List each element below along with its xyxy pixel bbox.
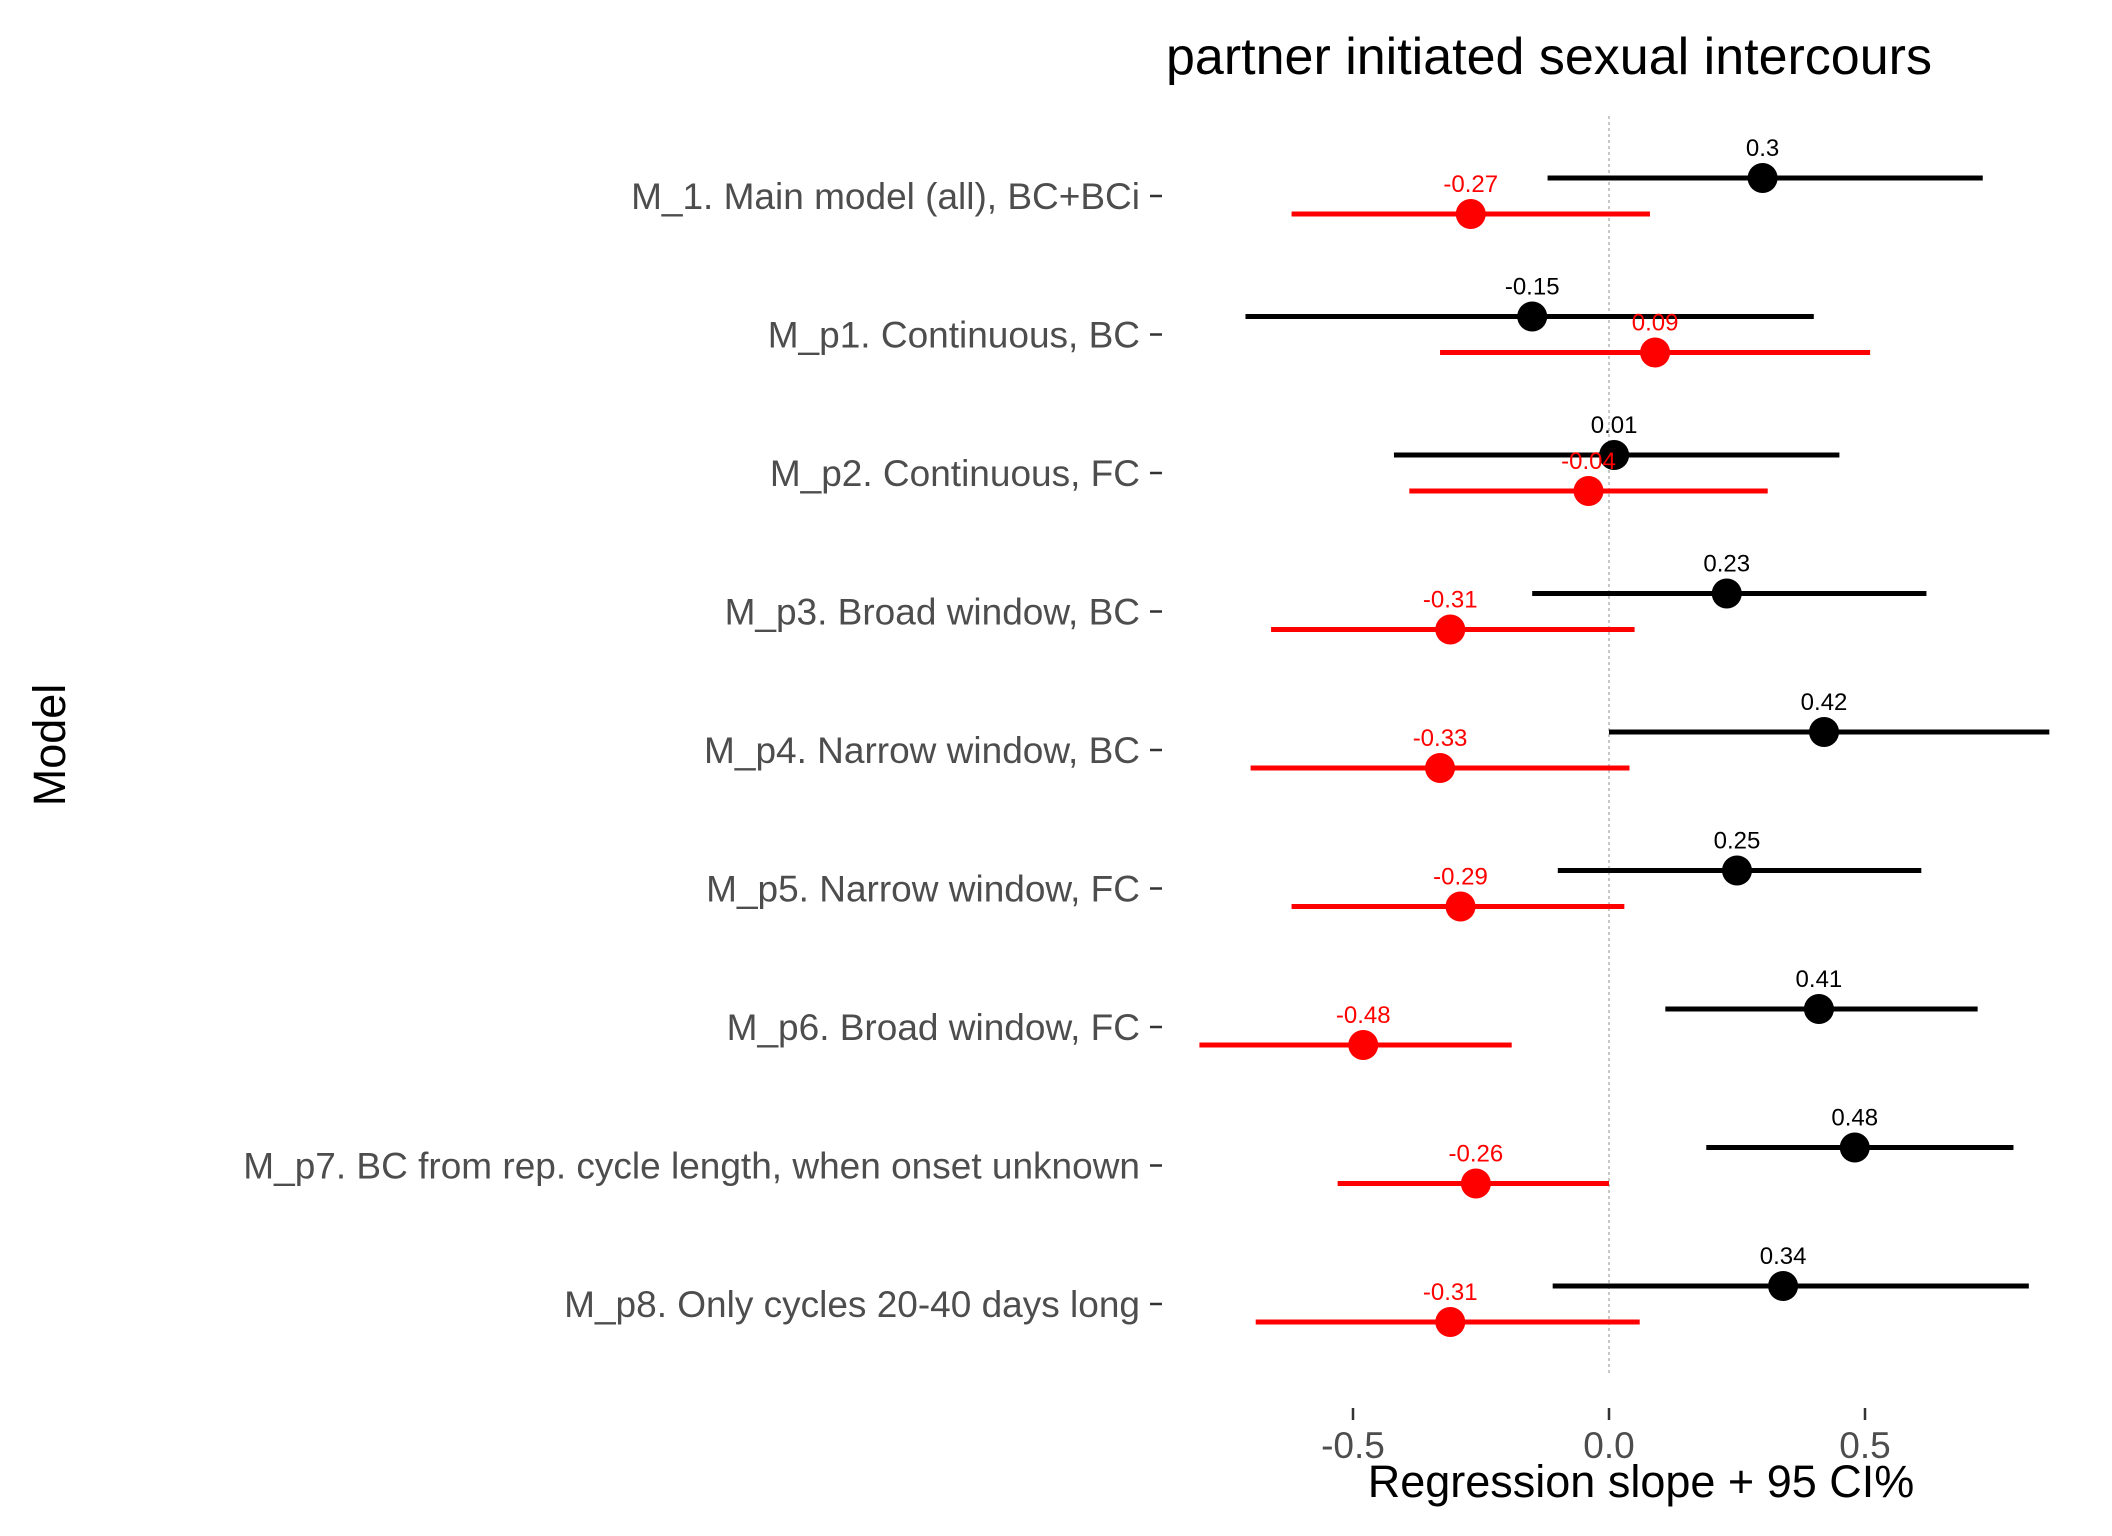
y-tick-label: M_p1. Continuous, BC — [768, 315, 1140, 356]
data-label: -0.31 — [1423, 1279, 1478, 1306]
data-label: -0.29 — [1433, 864, 1488, 891]
estimate-point — [1445, 891, 1476, 922]
data-label: -0.27 — [1443, 171, 1498, 198]
data-label: -0.48 — [1336, 1002, 1391, 1029]
data-label: -0.33 — [1413, 725, 1468, 752]
estimate-point — [1455, 199, 1486, 229]
estimate-point — [1435, 1307, 1466, 1337]
y-tick-label: M_p6. Broad window, FC — [727, 1007, 1140, 1048]
estimate-point — [1803, 994, 1834, 1024]
estimate-point — [1809, 717, 1840, 747]
y-tick-label: M_p8. Only cycles 20-40 days long — [564, 1284, 1140, 1325]
data-label: -0.15 — [1505, 274, 1560, 301]
estimate-point — [1573, 476, 1604, 506]
data-label: -0.26 — [1449, 1141, 1504, 1168]
x-tick-label: 0.5 — [1839, 1425, 1890, 1466]
y-tick-label: M_1. Main model (all), BC+BCi — [631, 176, 1140, 217]
estimate-point — [1435, 614, 1466, 645]
y-tick-label: M_p5. Narrow window, FC — [706, 869, 1140, 910]
y-tick-label: M_p4. Narrow window, BC — [704, 730, 1140, 771]
x-axis-title: Regression slope + 95 CI% — [1368, 1456, 1915, 1507]
chart-title: partner initiated sexual intercours — [1166, 28, 1932, 86]
y-tick-label: M_p2. Continuous, FC — [770, 453, 1140, 494]
x-tick-label: 0.0 — [1583, 1425, 1634, 1466]
estimate-point — [1768, 1271, 1799, 1301]
plot-area: M_1. Main model (all), BC+BCi M_p1. Conti… — [243, 116, 2050, 1466]
data-label: 0.34 — [1760, 1243, 1807, 1270]
y-axis-title: Model — [24, 684, 75, 807]
data-label: 0.09 — [1632, 310, 1679, 337]
estimate-point — [1599, 440, 1630, 470]
x-tick-label: -0.5 — [1321, 1425, 1385, 1466]
data-label: 0.42 — [1801, 689, 1848, 716]
data-label: 0.41 — [1796, 966, 1843, 993]
estimate-point — [1425, 753, 1456, 783]
data-label: 0.25 — [1714, 828, 1761, 855]
y-tick-label: M_p7. BC from rep. cycle length, when on… — [243, 1146, 1140, 1187]
data-label: 0.3 — [1746, 135, 1779, 162]
estimate-point — [1747, 163, 1778, 193]
estimate-point — [1640, 337, 1671, 368]
data-label: 0.01 — [1591, 412, 1638, 439]
data-label: -0.31 — [1423, 587, 1478, 614]
estimate-point — [1722, 855, 1752, 886]
data-label: -0.04 — [1561, 448, 1616, 475]
estimate-point — [1517, 301, 1548, 332]
estimate-point — [1460, 1168, 1491, 1199]
estimate-point — [1711, 578, 1742, 609]
estimate-point — [1839, 1132, 1870, 1163]
y-tick-label: M_p3. Broad window, BC — [725, 592, 1140, 633]
estimate-point — [1348, 1030, 1379, 1060]
data-label: 0.23 — [1703, 551, 1750, 578]
data-label: 0.48 — [1831, 1105, 1878, 1132]
